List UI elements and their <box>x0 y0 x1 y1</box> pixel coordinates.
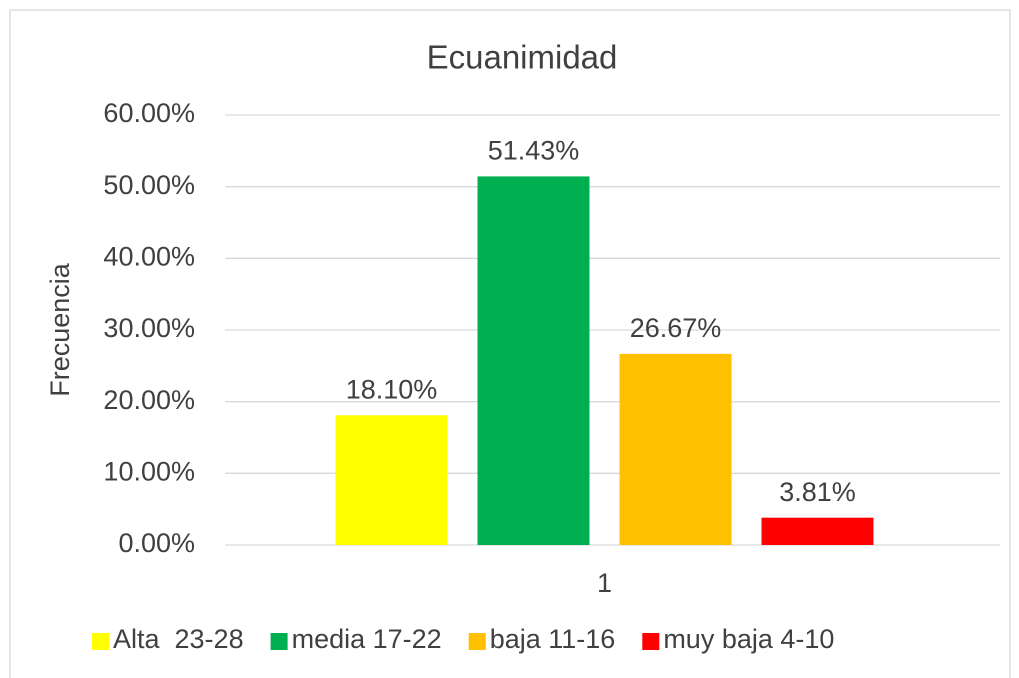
y-tick-label: 30.00% <box>103 313 195 343</box>
data-label: 51.43% <box>488 136 580 166</box>
legend-swatch <box>642 633 660 650</box>
data-label: 3.81% <box>779 477 856 507</box>
y-axis-label: Frecuencia <box>45 262 75 397</box>
legend-label: Alta 23-28 <box>113 624 244 654</box>
data-label: 18.10% <box>346 374 438 404</box>
x-tick-label: 1 <box>597 568 612 598</box>
y-tick-label: 0.00% <box>118 528 195 558</box>
chart-title: Ecuanimidad <box>427 39 618 76</box>
y-tick-label: 20.00% <box>103 385 195 415</box>
legend-label: muy baja 4-10 <box>663 624 834 654</box>
bar <box>761 517 874 545</box>
y-tick-label: 40.00% <box>103 241 195 271</box>
y-tick-label: 60.00% <box>103 98 195 128</box>
legend-label: baja 11-16 <box>490 624 616 654</box>
bar <box>477 176 590 545</box>
legend-label: media 17-22 <box>292 624 442 654</box>
y-tick-label: 50.00% <box>103 170 195 200</box>
legend-swatch <box>92 633 109 650</box>
data-label: 26.67% <box>630 313 722 343</box>
bar <box>335 415 448 545</box>
bar <box>619 353 732 545</box>
y-tick-label: 10.00% <box>103 456 195 486</box>
legend-swatch <box>468 633 486 650</box>
legend-swatch <box>270 633 288 650</box>
